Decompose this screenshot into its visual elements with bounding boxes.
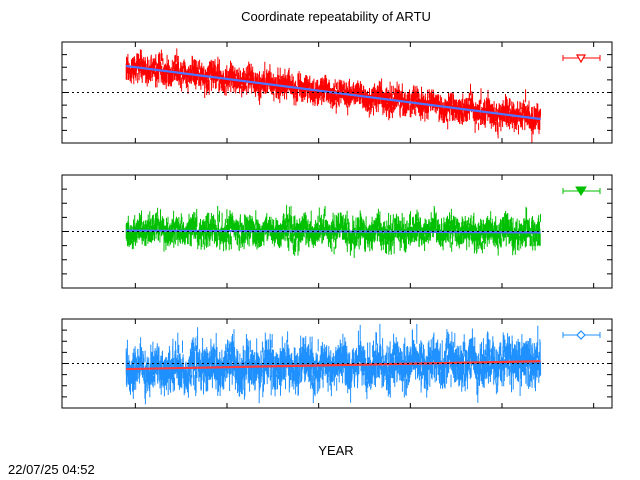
north-error-bars xyxy=(125,48,541,143)
up-panel xyxy=(61,318,613,409)
north-data-points xyxy=(125,48,541,143)
legend-marker-open-diamond xyxy=(576,330,586,340)
legend-marker-open-triangle xyxy=(575,54,587,64)
legend-marker-filled-triangle xyxy=(575,186,587,196)
footer-timestamp: 22/07/25 04:52 xyxy=(8,462,95,477)
north-panel xyxy=(61,41,613,144)
chart-title: Coordinate repeatability of ARTU xyxy=(241,9,431,24)
east-panel xyxy=(61,174,613,289)
up-trend-line xyxy=(126,360,541,371)
x-axis-label: YEAR xyxy=(318,443,353,458)
